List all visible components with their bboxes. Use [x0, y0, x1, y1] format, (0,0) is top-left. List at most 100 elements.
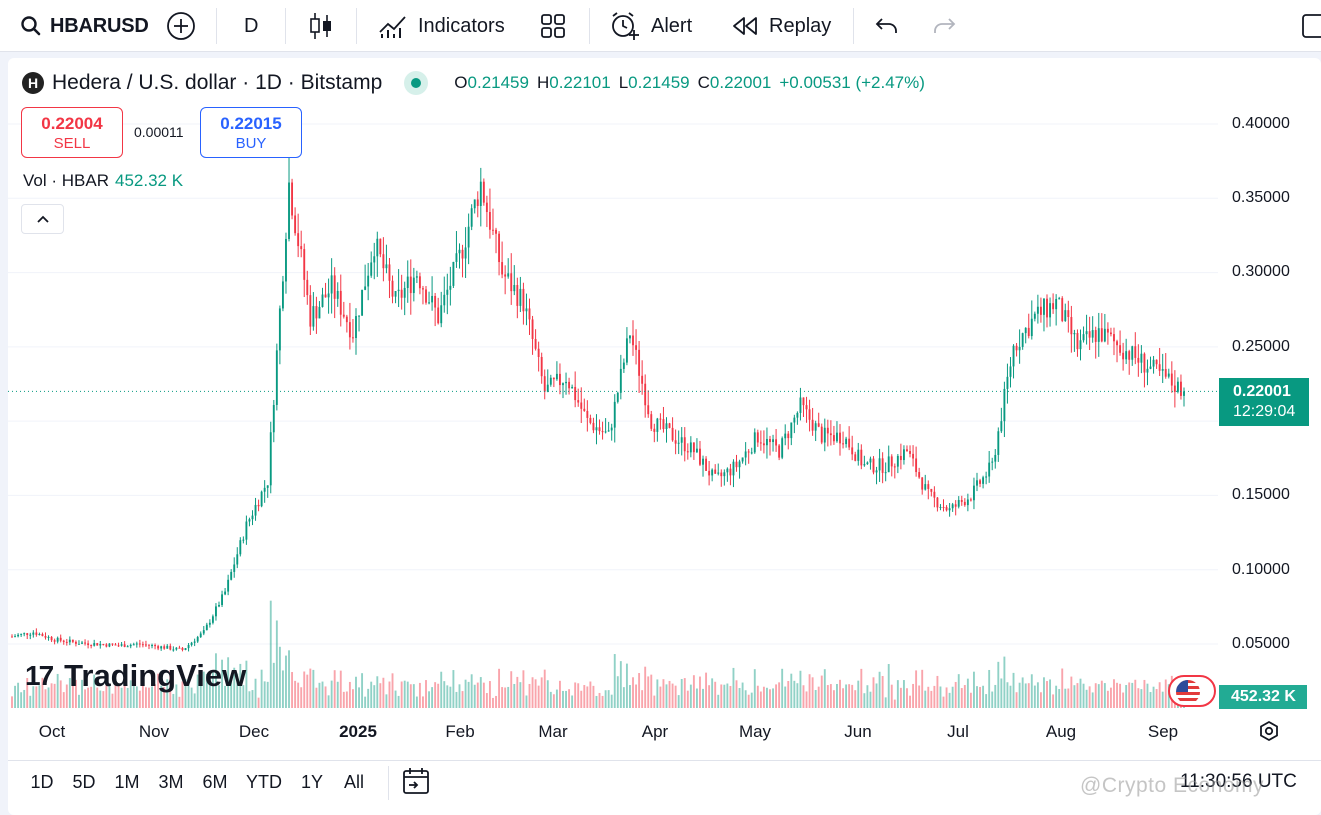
volume-bar	[909, 695, 911, 708]
volume-bar	[278, 646, 281, 708]
price-tick: 0.35000	[1232, 189, 1290, 206]
volume-bar	[190, 687, 193, 708]
candle-body	[872, 458, 875, 473]
undo-button[interactable]	[874, 8, 900, 44]
candle-body	[53, 640, 56, 642]
volume-bar	[339, 670, 342, 708]
candle-body	[537, 348, 540, 357]
volume-bar	[1116, 682, 1118, 708]
volume-bar	[1122, 692, 1125, 708]
volume-bar	[87, 687, 90, 708]
volume-bar	[29, 695, 32, 708]
volume-bar	[394, 690, 397, 708]
range-1y[interactable]: 1Y	[300, 772, 324, 792]
range-6m[interactable]: 6M	[202, 772, 228, 792]
volume-bar	[245, 660, 248, 708]
buy-price: 0.22015	[220, 114, 282, 133]
fullscreen-button[interactable]	[1301, 8, 1321, 44]
change-value: +0.00531 (+2.47%)	[779, 73, 925, 92]
candle-body	[1082, 334, 1085, 341]
candle-body	[969, 499, 972, 501]
hedera-logo-icon: H	[22, 72, 44, 94]
volume-bar	[65, 684, 68, 708]
volume-bar	[345, 691, 348, 708]
range-3m[interactable]: 3M	[158, 772, 184, 792]
utc-clock[interactable]: 11:30:56 UTC	[1180, 771, 1297, 792]
price-chart[interactable]	[8, 58, 1218, 708]
square-icon	[1302, 14, 1321, 38]
candle-body	[1027, 327, 1030, 337]
redo-button[interactable]	[931, 8, 957, 44]
tradingview-logo[interactable]: 17 TradingView	[25, 658, 246, 694]
candle-body	[881, 458, 884, 473]
volume-bar	[729, 685, 732, 708]
symbol-search[interactable]: HBARUSD	[20, 8, 149, 44]
compare-symbol-button[interactable]	[165, 8, 197, 44]
volume-bar	[1030, 674, 1033, 708]
replay-button[interactable]: Replay	[731, 8, 831, 44]
volume-bar	[102, 691, 105, 708]
candle-body	[327, 293, 330, 298]
volume-bar	[689, 684, 692, 708]
volume-bar	[568, 689, 571, 708]
candle-body	[519, 288, 522, 306]
volume-bar	[595, 695, 598, 708]
candle-body	[409, 276, 412, 294]
volume-bar	[446, 685, 449, 708]
chart-pane[interactable]: H Hedera / U.S. dollar · 1D · Bitstamp O…	[8, 58, 1321, 815]
currency-flag-button[interactable]	[1168, 675, 1216, 707]
range-5d[interactable]: 5D	[72, 772, 96, 792]
range-ytd[interactable]: YTD	[246, 772, 282, 792]
series-title[interactable]: Hedera / U.S. dollar · 1D · Bitstamp	[52, 71, 383, 94]
candle-body	[674, 440, 677, 444]
alert-button[interactable]: Alert	[609, 8, 692, 44]
range-1d[interactable]: 1D	[30, 772, 54, 792]
candle-body	[638, 349, 641, 376]
candle-body	[154, 645, 157, 647]
interval-button[interactable]: D	[244, 8, 258, 44]
volume-bar	[625, 663, 628, 708]
candle-body	[1000, 421, 1003, 432]
candle-body	[111, 643, 114, 645]
volume-bar	[826, 685, 829, 708]
volume-bar	[1161, 691, 1164, 708]
candle-body	[224, 591, 227, 595]
candle-body	[912, 453, 915, 459]
candle-body	[26, 633, 29, 636]
candle-body	[893, 466, 896, 468]
candle-body	[756, 432, 759, 443]
candle-body	[829, 433, 832, 436]
volume-bar	[440, 671, 443, 708]
candle-body	[397, 289, 400, 292]
volume-bar	[677, 695, 680, 708]
time-tick: Nov	[138, 722, 170, 741]
volume-bar	[141, 685, 144, 708]
indicators-button[interactable]: Indicators	[378, 8, 505, 44]
candle-body	[440, 305, 443, 324]
layouts-button[interactable]	[540, 8, 566, 44]
range-all[interactable]: All	[343, 772, 365, 792]
candle-body	[1064, 310, 1067, 321]
market-status-icon[interactable]	[404, 71, 429, 95]
volume-bar	[543, 669, 546, 708]
volume-bar	[205, 673, 208, 708]
volume-bar	[81, 679, 83, 708]
go-to-date-button[interactable]	[401, 766, 431, 801]
price-axis[interactable]: 0.40000 0.35000 0.30000 0.25000 0.15000 …	[1218, 58, 1321, 708]
price-tick: 0.40000	[1232, 115, 1290, 132]
candle-body	[1015, 345, 1018, 351]
replay-label: Replay	[769, 14, 832, 37]
volume-bar	[641, 690, 644, 708]
volume-bar	[233, 667, 236, 708]
volume-bar	[62, 692, 65, 708]
chart-settings-button[interactable]	[1258, 720, 1280, 747]
buy-button[interactable]: 0.22015 BUY	[200, 107, 302, 158]
range-1m[interactable]: 1M	[114, 772, 140, 792]
volume-bar	[470, 674, 473, 708]
chart-type-button[interactable]	[308, 8, 334, 44]
collapse-legend-button[interactable]	[21, 204, 64, 234]
candle-body	[400, 289, 403, 298]
candle-body	[211, 616, 214, 623]
sell-button[interactable]: 0.22004 SELL	[21, 107, 123, 158]
candle-body	[820, 426, 823, 443]
